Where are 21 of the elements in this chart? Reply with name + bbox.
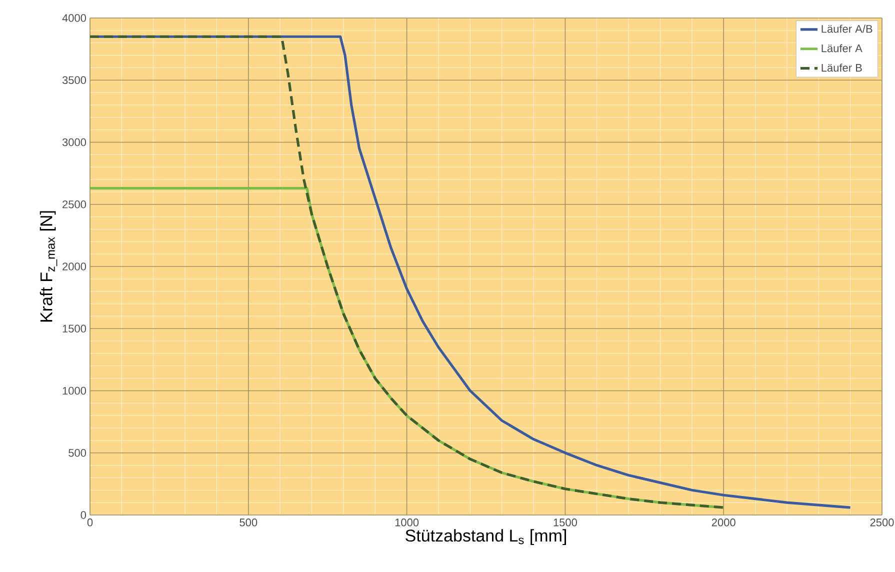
legend-label: Läufer A [822, 44, 862, 52]
x-tick-label: 500 [240, 518, 258, 526]
y-tick-label: 1500 [62, 324, 86, 333]
x-tick-label: 1500 [554, 518, 577, 526]
x-tick-label: 2000 [712, 518, 736, 526]
legend-label: Läufer B [822, 64, 862, 72]
y-tick-label: 0 [80, 511, 86, 519]
x-tick-label: 0 [87, 518, 93, 526]
x-axis-title: Stützabstand L$_{s}$ [mm] [406, 529, 566, 546]
line-series [90, 35, 725, 509]
y-tick-label: 500 [68, 448, 86, 457]
y-tick-label: 3000 [62, 138, 86, 146]
y-tick-label: 2500 [62, 200, 86, 208]
y-tick-label: 2000 [62, 262, 86, 270]
x-tick-label: 1000 [395, 518, 419, 526]
y-tick-label: 3500 [62, 76, 86, 84]
y-tick-label: 4000 [62, 14, 86, 22]
legend-label: Läufer A/B [822, 24, 872, 33]
y-tick-label: 1000 [62, 386, 86, 395]
x-tick-label: 2500 [870, 518, 894, 526]
y-axis-title: Kraft F$_{z_max}$ [N] [40, 211, 58, 322]
